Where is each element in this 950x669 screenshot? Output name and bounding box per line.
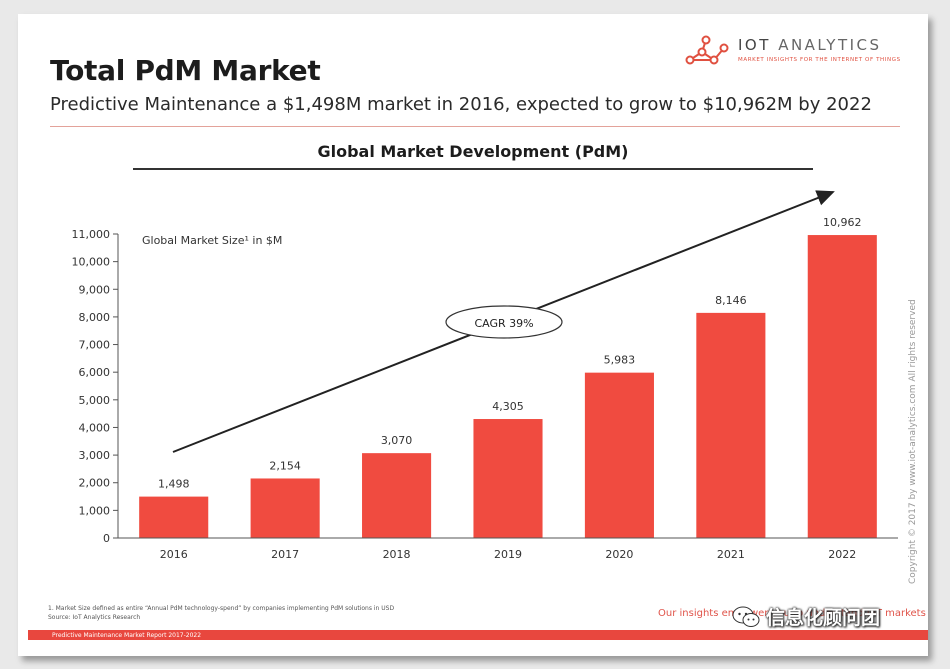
x-tick-label: 2018: [383, 548, 411, 561]
footnote-definition: 1. Market Size defined as entire “Annual…: [48, 605, 395, 612]
footer-bar: [28, 630, 928, 640]
copyright-text: Copyright © 2017 by www.iot-analytics.co…: [908, 299, 918, 584]
bar-value-label: 5,983: [604, 354, 636, 367]
y-tick-label: 9,000: [79, 283, 111, 296]
bar-value-label: 3,070: [381, 434, 413, 447]
x-tick-label: 2020: [605, 548, 633, 561]
y-tick-label: 5,000: [79, 394, 111, 407]
footnote: 1. Market Size defined as entire “Annual…: [48, 604, 394, 622]
bar-2020: [584, 372, 654, 538]
x-tick-label: 2016: [160, 548, 188, 561]
y-tick-label: 6,000: [79, 366, 111, 379]
network-nodes-icon: [685, 35, 729, 65]
footer-text: Predictive Maintenance Market Report 201…: [52, 632, 202, 639]
logo-tagline: MARKET INSIGHTS FOR THE INTERNET OF THIN…: [738, 57, 901, 63]
logo-text: IOT ANALYTICS: [738, 36, 882, 54]
x-tick-label: 2022: [828, 548, 856, 561]
market-bar-chart: 0 1,000 2,000 3,000 4,000 5,000 6,000 7,000 8,00…: [72, 190, 898, 561]
bar-value-label: 10,962: [823, 216, 862, 229]
y-tick-label: 8,000: [79, 311, 111, 324]
bar-2022: [807, 235, 877, 539]
bar-value-label: 4,305: [492, 400, 524, 413]
bar-2021: [696, 312, 766, 538]
bar-value-label: 1,498: [158, 478, 190, 491]
y-tick-label: 4,000: [79, 421, 111, 434]
bar-2019: [473, 419, 543, 538]
bar-2017: [250, 478, 320, 538]
watermark-text: 信息化顾问团: [766, 607, 881, 629]
x-tick-label: 2017: [271, 548, 299, 561]
slide: Total PdM Market Predictive Maintenance …: [18, 14, 928, 656]
y-tick-label: 11,000: [72, 228, 111, 241]
y-tick-label: 2,000: [79, 477, 111, 490]
section-title: Global Market Development (PdM): [317, 142, 629, 161]
bar-value-label: 8,146: [715, 294, 747, 307]
section-divider: [133, 168, 813, 170]
chart-inner-label: Global Market Size¹ in $M: [142, 234, 282, 247]
footnote-source: Source: IoT Analytics Research: [48, 614, 141, 621]
watermark: 信息化顾问团: [732, 603, 880, 630]
header-divider: [50, 126, 900, 127]
bar-2018: [362, 453, 432, 538]
wechat-icon: [732, 606, 760, 627]
bar-value-label: 2,154: [269, 459, 301, 472]
x-tick-label: 2019: [494, 548, 522, 561]
cagr-annotation: CAGR 39%: [474, 317, 533, 330]
cagr-ellipse: [445, 305, 563, 339]
x-tick-label: 2021: [717, 548, 745, 561]
y-tick-label: 10,000: [72, 256, 111, 269]
bar-2016: [139, 496, 209, 538]
y-tick-label: 0: [103, 532, 110, 545]
logo-name-iot: IOT: [738, 36, 771, 54]
page-title: Total PdM Market: [50, 54, 321, 87]
y-tick-label: 7,000: [79, 339, 111, 352]
page-subtitle: Predictive Maintenance a $1,498M market …: [50, 94, 872, 115]
y-tick-label: 1,000: [79, 504, 111, 517]
y-tick-label: 3,000: [79, 449, 111, 462]
logo-name-analytics: ANALYTICS: [778, 36, 882, 54]
insights-tagline: Our insights empower you to understand I…: [658, 608, 926, 619]
